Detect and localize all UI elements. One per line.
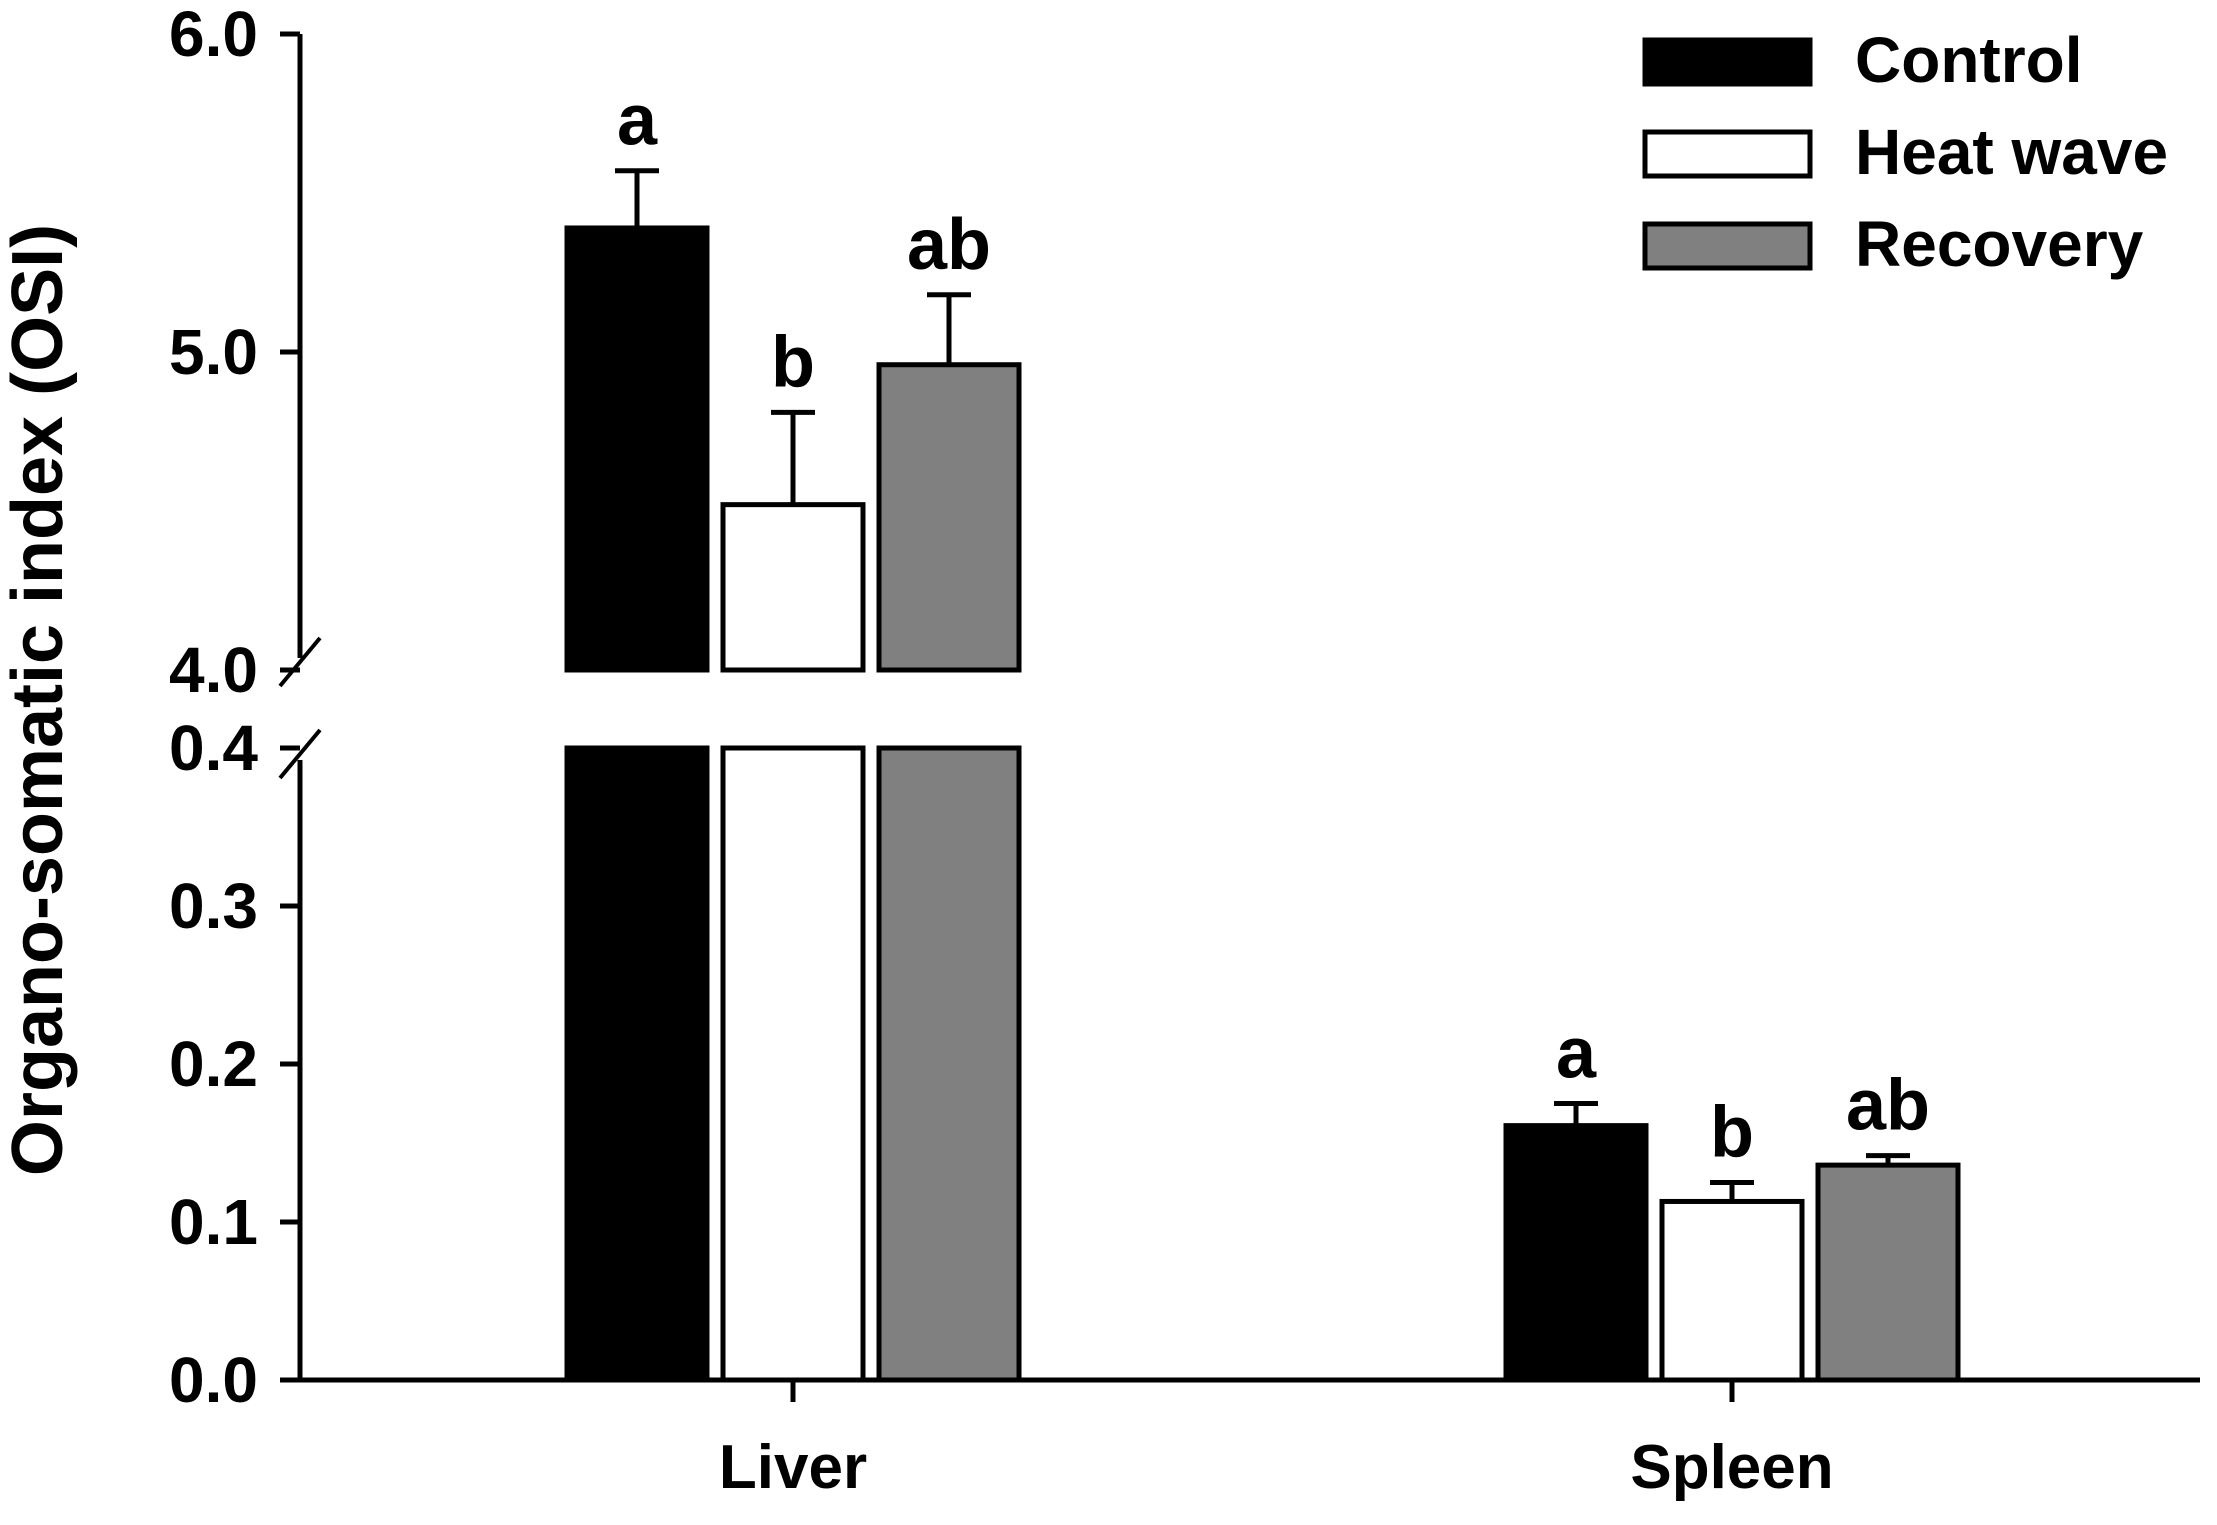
y-axis-label: Organo-somatic index (OSI)	[0, 224, 78, 1176]
bar	[1659, 1198, 1805, 1383]
bar-lower-segment	[876, 745, 1022, 1383]
y-tick-label: 0.4	[169, 712, 258, 784]
significance-letter: ab	[1846, 1066, 1930, 1146]
bar	[564, 225, 710, 673]
x-tick-label: Liver	[719, 1433, 867, 1502]
axis-break-mark	[278, 636, 322, 688]
y-tick-label: 0.0	[169, 1344, 258, 1416]
bar-lower-segment	[720, 745, 866, 1383]
bar	[1815, 1162, 1961, 1383]
y-tick-label: 0.2	[169, 1028, 258, 1100]
y-tick-label: 6.0	[169, 0, 258, 70]
bar	[720, 502, 866, 673]
significance-letter: ab	[907, 205, 991, 285]
y-tick-label: 0.3	[169, 870, 258, 942]
legend-label: Control	[1855, 24, 2083, 96]
legend-swatch	[1642, 221, 1813, 271]
bar-lower-segment	[564, 745, 710, 1383]
y-tick-label: 0.1	[169, 1186, 258, 1258]
legend-swatch	[1642, 129, 1813, 179]
legend: Control Heat wave Recovery	[1642, 24, 2168, 280]
significance-letter: a	[1556, 1014, 1597, 1094]
legend-swatch	[1642, 37, 1813, 87]
error-bars	[615, 168, 1910, 1202]
legend-label: Heat wave	[1855, 116, 2168, 188]
legend-label: Recovery	[1855, 208, 2144, 280]
significance-letter: a	[617, 81, 658, 161]
y-tick-label: 5.0	[169, 316, 258, 388]
bar	[1503, 1123, 1649, 1383]
significance-letter: b	[771, 322, 815, 402]
bar	[876, 362, 1022, 673]
y-tick-label: 4.0	[169, 634, 258, 706]
axis-break-mark	[278, 728, 322, 780]
significance-letter: b	[1710, 1093, 1754, 1173]
bars	[564, 225, 1961, 1383]
x-tick-label: Spleen	[1630, 1433, 1833, 1502]
